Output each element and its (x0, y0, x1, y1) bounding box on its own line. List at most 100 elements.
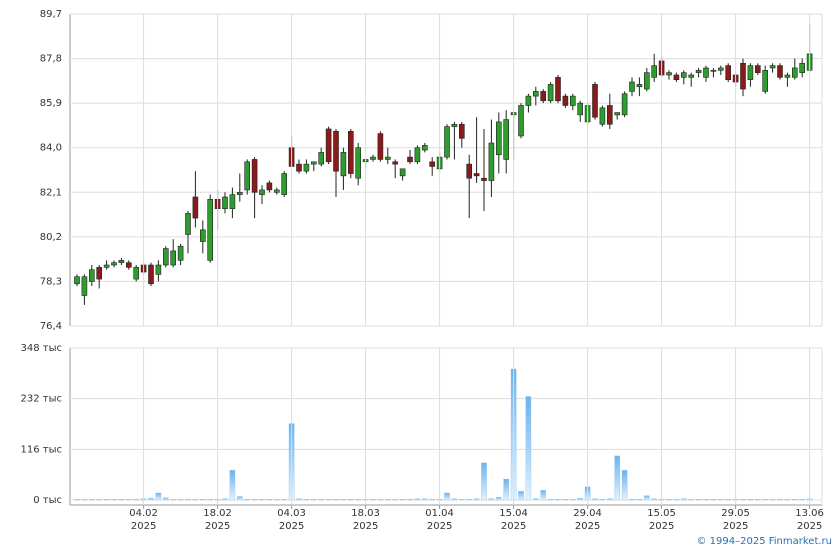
candle-body (636, 84, 643, 88)
y-tick-label: 348 тыс (21, 343, 62, 354)
volume-bar (111, 498, 117, 501)
x-tick-label: 15.05 2025 (647, 508, 676, 532)
x-tick-label: 13.06 2025 (795, 508, 824, 532)
candle-body (259, 189, 265, 195)
volume-bar (133, 498, 139, 501)
candle-body (473, 173, 480, 177)
volume-bar (570, 498, 576, 501)
candle-body (769, 65, 776, 69)
candle-body (185, 213, 191, 235)
volume-bar (673, 498, 680, 501)
candle-body (540, 91, 547, 102)
candle-body (629, 81, 635, 92)
candle-body (488, 142, 495, 181)
x-tick-label: 18.03 2025 (351, 508, 380, 532)
volume-bar (377, 498, 384, 501)
candle-body (784, 74, 791, 78)
volume-bar (740, 498, 746, 501)
volume-bar (370, 498, 376, 501)
candle-body (666, 72, 672, 76)
volume-bar (614, 455, 620, 501)
candle-body (525, 95, 532, 106)
candle-body (273, 189, 280, 193)
volume-bar (429, 498, 435, 501)
candle-body (695, 70, 702, 73)
volume-bar (799, 498, 805, 501)
volume-bar (229, 470, 236, 501)
candle-body (384, 156, 391, 160)
candle-body (399, 168, 406, 177)
candle-body (377, 133, 384, 160)
candle-body (599, 107, 606, 125)
volume-bar (177, 498, 184, 501)
candle-body (725, 65, 732, 80)
candle-body (244, 161, 250, 191)
volume-bar (222, 498, 228, 501)
candle-body (74, 276, 80, 285)
candle-body (466, 163, 473, 179)
volume-bar (547, 498, 554, 501)
candle-body (606, 105, 613, 125)
volume-bar (422, 498, 428, 501)
volume-bar (385, 498, 391, 501)
volume-bar (192, 498, 199, 501)
candle-body (414, 147, 421, 163)
candle-body (251, 159, 258, 193)
footer: © 1994–2025 Finmarket.ru (696, 536, 832, 547)
volume-bar (266, 498, 273, 501)
y-tick-label: 232 тыс (21, 394, 62, 405)
candle-body (229, 194, 236, 210)
candle-body (392, 161, 399, 165)
volume-bar (170, 498, 176, 501)
candle-body (458, 123, 465, 139)
volume-bar (148, 498, 154, 501)
candle-body (673, 74, 680, 80)
volume-bar (540, 490, 546, 501)
volume-bar (496, 497, 502, 501)
y-tick-label: 87,8 (40, 54, 62, 65)
x-tick-label: 29.05 2025 (721, 508, 750, 532)
candle-body (318, 152, 325, 165)
volume-bar (103, 498, 110, 501)
volume-bar (244, 498, 250, 501)
volume-bar (281, 498, 287, 501)
volume-bar (459, 498, 465, 501)
candle-body (592, 84, 598, 118)
candle-body (266, 182, 273, 191)
volume-bar (636, 498, 643, 501)
volume-bar (599, 498, 606, 501)
volume-bar (155, 492, 162, 501)
candle-body (791, 67, 798, 78)
candle-body (89, 269, 95, 282)
candle-body (163, 248, 169, 266)
x-tick-label: 18.02 2025 (203, 508, 232, 532)
volume-bar (518, 491, 524, 501)
candle-body (703, 67, 709, 78)
candle-body (340, 152, 347, 177)
candle-body (303, 163, 310, 172)
candle-body (651, 65, 658, 78)
candle-body (444, 126, 450, 158)
y-tick-label: 0 тыс (33, 495, 62, 506)
candle-body (347, 130, 354, 174)
volume-bar (251, 498, 258, 501)
volume-bar (488, 498, 495, 501)
candle-body (155, 264, 162, 275)
candle-body (547, 84, 554, 102)
volume-bar (207, 498, 213, 501)
candle-body (688, 74, 695, 78)
volume-bar (644, 495, 650, 501)
candle-body (754, 65, 761, 73)
volume-bar (695, 498, 702, 501)
candle-body (222, 196, 228, 210)
volume-bar (340, 498, 347, 501)
candle-body (621, 93, 628, 116)
candle-body (555, 77, 561, 102)
candle-body (370, 156, 376, 160)
candle-body (429, 161, 436, 167)
volume-bar (444, 492, 450, 501)
volume-bar (185, 498, 191, 501)
candle-body (569, 95, 576, 106)
candle-body (355, 147, 362, 179)
